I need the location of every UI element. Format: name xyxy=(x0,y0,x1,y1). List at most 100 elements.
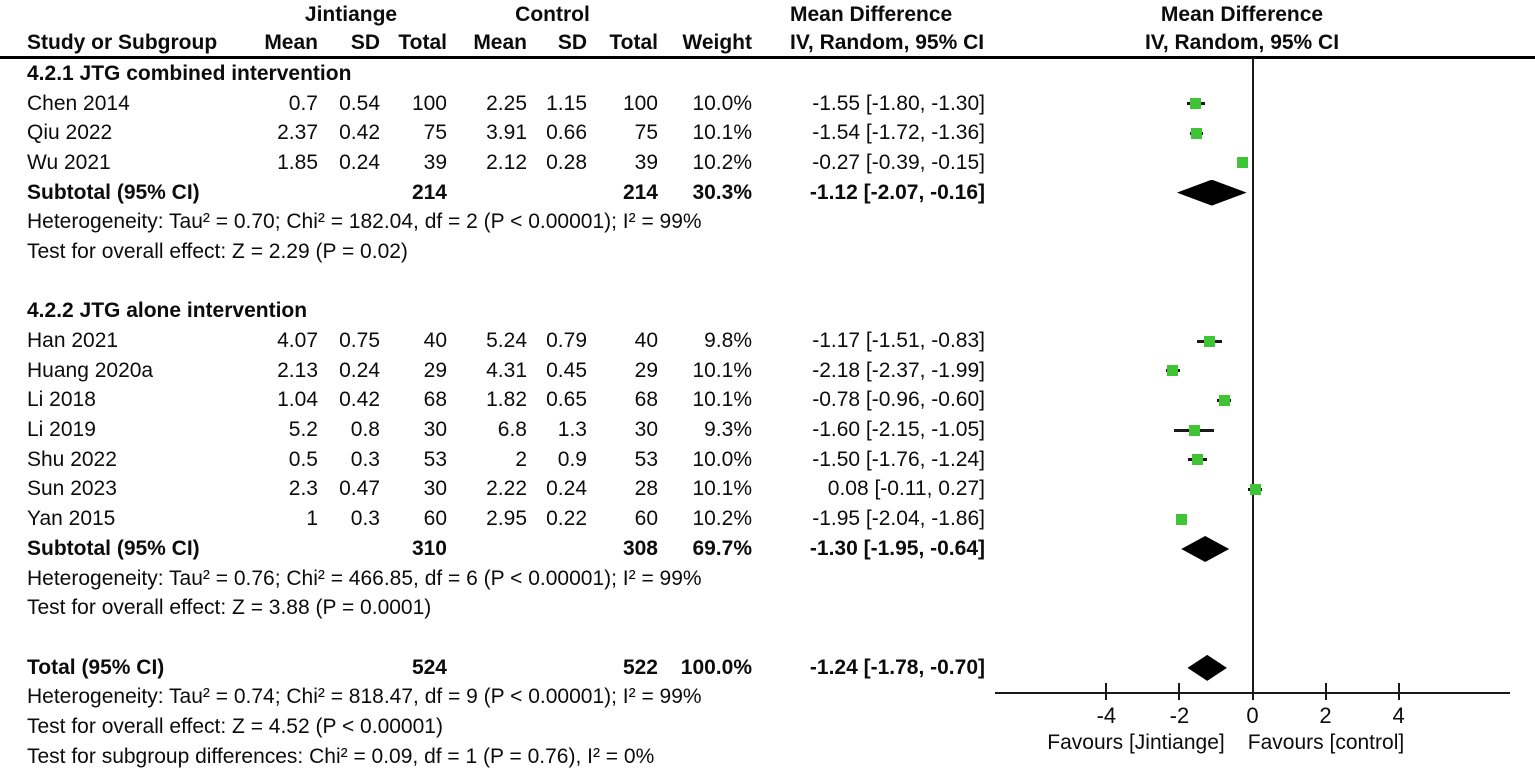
sd-control: 0.9 xyxy=(557,447,587,471)
sd-jintiange: 0.42 xyxy=(339,388,380,412)
total-control: 53 xyxy=(634,447,658,471)
ci-text: 0.08 [-0.11, 0.27] xyxy=(827,477,985,501)
subtotal-row: Subtotal (95% CI) 310 308 69.7% -1.30 [-1.95… xyxy=(0,534,1535,564)
mean-control: 2.25 xyxy=(486,91,527,115)
mean-control: 5.24 xyxy=(486,329,527,353)
ci-text: -1.55 [-1.80, -1.30] xyxy=(812,91,985,115)
study-row: Li 2019 5.2 0.8 30 6.8 1.3 30 9.3% -1.60 [-2.15,… xyxy=(0,415,1535,445)
weight: 10.1% xyxy=(692,477,752,501)
total-heterogeneity-row-text: Heterogeneity: Tau² = 0.74; Chi² = 818.4… xyxy=(27,685,702,709)
study-row: Qiu 2022 2.37 0.42 75 3.91 0.66 75 10.1% -1.54 [… xyxy=(0,118,1535,148)
weight: 69.7% xyxy=(692,536,752,560)
study-row: Han 2021 4.07 0.75 40 5.24 0.79 40 9.8% -1.17 [-… xyxy=(0,326,1535,356)
group2-header: Control xyxy=(515,3,590,26)
col-sd2-header: SD xyxy=(557,31,587,54)
mean-jintiange: 0.5 xyxy=(288,447,318,471)
heterogeneity-row: Heterogeneity: Tau² = 0.70; Chi² = 182.0… xyxy=(0,207,1535,237)
total-jintiange: 60 xyxy=(423,507,447,531)
plot-subtitle: IV, Random, 95% CI xyxy=(1144,31,1340,54)
ci-text: -0.78 [-0.96, -0.60] xyxy=(812,388,985,412)
total-jintiange: 68 xyxy=(423,388,447,412)
study-row: Yan 2015 1 0.3 60 2.95 0.22 60 10.2% -1.95 [-2.0… xyxy=(0,504,1535,534)
col-study-header: Study or Subgroup xyxy=(27,31,218,54)
total-overall-effect-row-text: Test for overall effect: Z = 4.52 (P < 0… xyxy=(27,714,443,738)
sd-control: 0.24 xyxy=(546,477,587,501)
study-name: Chen 2014 xyxy=(27,91,130,115)
total-control: 522 xyxy=(622,655,658,679)
ci-text: -1.17 [-1.51, -0.83] xyxy=(812,329,985,353)
col-weight-header: Weight xyxy=(682,31,752,54)
sd-control: 0.79 xyxy=(546,329,587,353)
ci-text: -1.95 [-2.04, -1.86] xyxy=(812,507,985,531)
sd-control: 1.3 xyxy=(557,418,587,442)
total-control: 75 xyxy=(634,121,658,145)
mean-jintiange: 1 xyxy=(306,507,318,531)
weight: 9.8% xyxy=(704,329,752,353)
ci-text: -1.60 [-2.15, -1.05] xyxy=(812,418,985,442)
total-control: 30 xyxy=(634,418,658,442)
total-control: 214 xyxy=(622,180,658,204)
forest-table: 4.2.1 JTG combined intervention Chen 2014… xyxy=(0,59,1535,772)
ci-text: -1.50 [-1.76, -1.24] xyxy=(812,447,985,471)
subgroup-differences-row: Test for subgroup differences: Chi² = 0.… xyxy=(0,742,1535,772)
sd-jintiange: 0.42 xyxy=(339,121,380,145)
total-control: 308 xyxy=(622,536,658,560)
total-control: 40 xyxy=(634,329,658,353)
heterogeneity-row-text: Heterogeneity: Tau² = 0.70; Chi² = 182.0… xyxy=(27,210,702,234)
study-row: Chen 2014 0.7 0.54 100 2.25 1.15 100 10.0% -1.55… xyxy=(0,89,1535,119)
col-total2-header: Total xyxy=(609,31,658,54)
mean-jintiange: 1.85 xyxy=(277,150,318,174)
effect-title: Mean Difference xyxy=(790,3,953,26)
col-mean2-header: Mean xyxy=(473,31,527,54)
study-row: Shu 2022 0.5 0.3 53 2 0.9 53 10.0% -1.50 [-1.76,… xyxy=(0,445,1535,475)
blank-row xyxy=(0,623,1535,653)
sd-jintiange: 0.3 xyxy=(350,507,380,531)
col-sd1-header: SD xyxy=(350,31,380,54)
weight: 9.3% xyxy=(704,418,752,442)
sd-jintiange: 0.75 xyxy=(339,329,380,353)
study-row: Huang 2020a 2.13 0.24 29 4.31 0.45 29 10.1% -2.1… xyxy=(0,356,1535,386)
overall-effect-row-text: Test for overall effect: Z = 2.29 (P = 0… xyxy=(27,239,408,263)
sd-control: 0.45 xyxy=(546,358,587,382)
mean-control: 2.12 xyxy=(486,150,527,174)
subgroup-header-row: 4.2.2 JTG alone intervention xyxy=(0,297,1535,327)
total-jintiange: 75 xyxy=(423,121,447,145)
subgroup-title: 4.2.2 JTG alone intervention xyxy=(27,299,308,323)
total-jintiange: 53 xyxy=(423,447,447,471)
weight: 10.0% xyxy=(692,447,752,471)
total-jintiange: 100 xyxy=(411,91,447,115)
total-heterogeneity-row: Heterogeneity: Tau² = 0.74; Chi² = 818.4… xyxy=(0,682,1535,712)
mean-jintiange: 5.2 xyxy=(288,418,318,442)
total-jintiange: 30 xyxy=(423,477,447,501)
ci-text: -1.12 [-2.07, -0.16] xyxy=(809,180,985,204)
study-row: Sun 2023 2.3 0.47 30 2.22 0.24 28 10.1% 0.08 [-0… xyxy=(0,475,1535,505)
sd-jintiange: 0.54 xyxy=(339,91,380,115)
total-row: Total (95% CI) 524 522 100.0% -1.24 [-1.78, … xyxy=(0,653,1535,683)
mean-jintiange: 2.37 xyxy=(277,121,318,145)
study-name: Li 2018 xyxy=(27,388,96,412)
total-jintiange: 214 xyxy=(411,180,447,204)
sd-jintiange: 0.8 xyxy=(350,418,380,442)
pooled-label: Subtotal (95% CI) xyxy=(27,180,200,204)
header-row-groups: Jintiange Control Mean Difference xyxy=(0,0,1535,30)
total-control: 68 xyxy=(634,388,658,412)
mean-control: 6.8 xyxy=(497,418,527,442)
mean-control: 4.31 xyxy=(486,358,527,382)
weight: 10.1% xyxy=(692,121,752,145)
study-name: Qiu 2022 xyxy=(27,121,113,145)
blank-row xyxy=(0,267,1535,297)
sd-control: 1.15 xyxy=(546,91,587,115)
total-control: 29 xyxy=(634,358,658,382)
subgroup-differences-row-text: Test for subgroup differences: Chi² = 0.… xyxy=(27,744,655,768)
mean-control: 2.95 xyxy=(486,507,527,531)
mean-control: 2 xyxy=(515,447,527,471)
sd-control: 0.66 xyxy=(546,121,587,145)
weight: 10.2% xyxy=(692,507,752,531)
mean-jintiange: 2.13 xyxy=(277,358,318,382)
overall-effect-row: Test for overall effect: Z = 2.29 (P = 0… xyxy=(0,237,1535,267)
total-control: 39 xyxy=(634,150,658,174)
heterogeneity-row: Heterogeneity: Tau² = 0.76; Chi² = 466.8… xyxy=(0,564,1535,594)
study-name: Sun 2023 xyxy=(27,477,117,501)
mean-control: 1.82 xyxy=(486,388,527,412)
